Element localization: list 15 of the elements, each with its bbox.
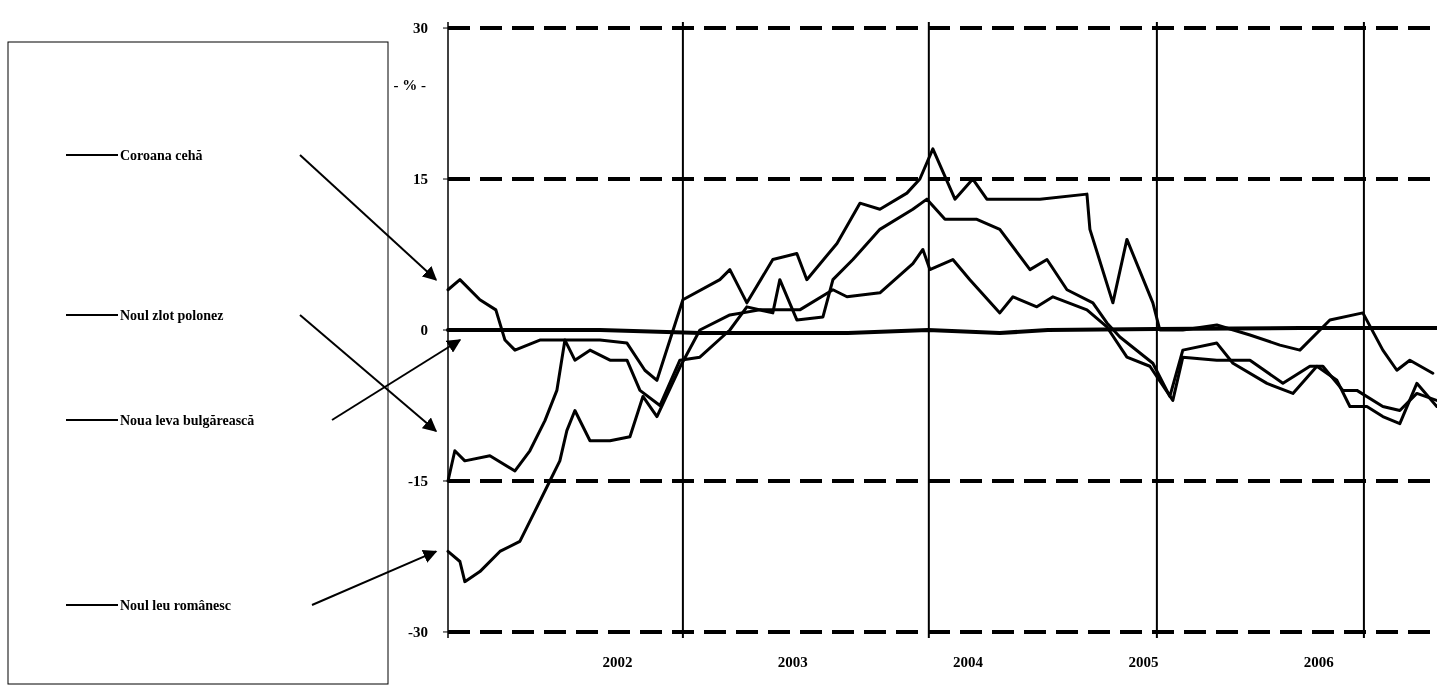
x-tick-label: 2005 [1128,654,1159,670]
y-axis-title: - % - [393,77,426,94]
x-tick-label: 2003 [777,654,808,670]
legend-label: Noul zlot polonez [120,307,224,323]
x-tick-label: 2004 [953,654,984,670]
y-tick-label: 30 [413,20,428,37]
y-tick-label: 0 [420,322,428,339]
x-tick-label: 2006 [1303,654,1335,670]
legend-label: Noua leva bulgărească [120,412,255,428]
y-tick-label: -30 [408,624,428,641]
legend-label: Coroana cehă [120,147,203,163]
legend-label: Noul leu românesc [120,597,231,613]
y-tick-label: 15 [413,171,428,188]
y-tick-label: -15 [408,473,428,490]
x-tick-label: 2002 [602,654,633,670]
